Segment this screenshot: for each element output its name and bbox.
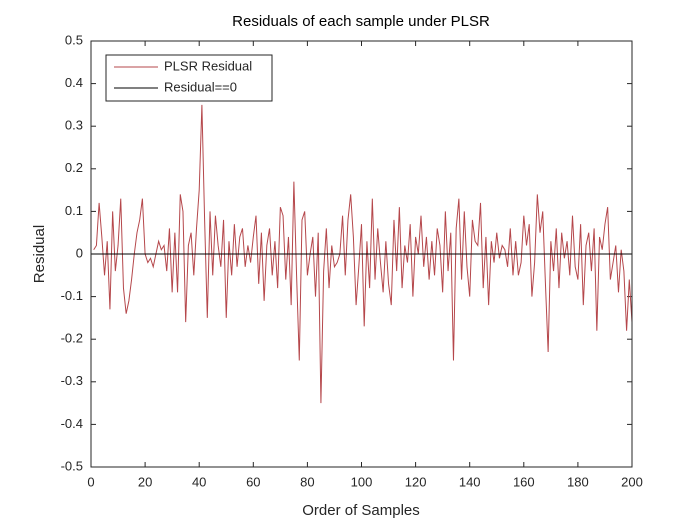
axes-box	[90, 40, 633, 468]
y-tick-label: -0.4	[61, 416, 83, 431]
x-tick-label: 80	[300, 474, 314, 489]
y-tick-label: 0.3	[65, 118, 83, 133]
chart-title: Residuals of each sample under PLSR	[232, 13, 490, 30]
x-tick-label: 20	[138, 474, 152, 489]
x-tick-label: 60	[246, 474, 260, 489]
legend-label: PLSR Residual	[164, 58, 252, 73]
y-tick-label: -0.1	[61, 288, 83, 303]
legend-label: Residual==0	[164, 79, 237, 94]
x-axis-label: Order of Samples	[302, 502, 420, 519]
y-tick-label: 0	[76, 245, 83, 260]
y-tick-label: -0.3	[61, 373, 83, 388]
x-tick-label: 0	[87, 474, 94, 489]
x-tick-label: 180	[567, 474, 589, 489]
x-tick-label: 160	[513, 474, 535, 489]
y-tick-label: 0.1	[65, 203, 83, 218]
y-tick-label: -0.2	[61, 331, 83, 346]
y-tick-label: -0.5	[61, 458, 83, 473]
y-axis-label: Residual	[31, 225, 48, 283]
legend-box	[105, 54, 273, 102]
x-tick-label: 40	[192, 474, 206, 489]
x-tick-label: 200	[621, 474, 643, 489]
y-tick-label: 0.5	[65, 32, 83, 47]
y-tick-label: 0.4	[65, 75, 83, 90]
x-tick-label: 140	[459, 474, 481, 489]
x-tick-label: 100	[351, 474, 373, 489]
y-tick-label: 0.2	[65, 160, 83, 175]
series-line	[93, 104, 633, 404]
x-tick-label: 120	[405, 474, 427, 489]
